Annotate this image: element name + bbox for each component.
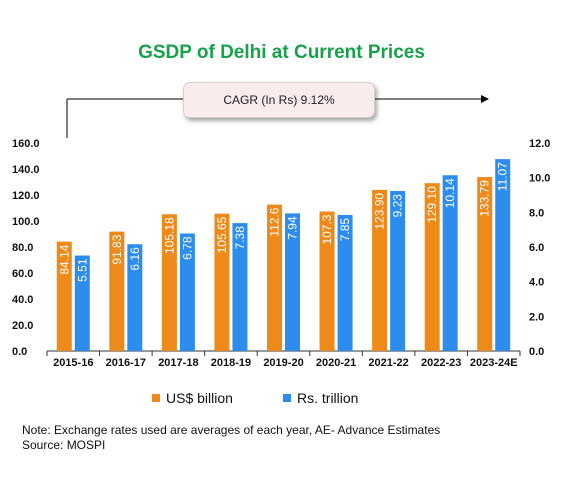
- note-text: Note: Exchange rates used are averages o…: [22, 423, 441, 437]
- usd-bar: [56, 241, 72, 351]
- source-text: Source: MOSPI: [22, 438, 106, 452]
- usd-bar: [424, 183, 440, 351]
- x-category-label: 2021-22: [368, 357, 408, 369]
- legend-label-usd: US$ billion: [166, 390, 233, 406]
- usd-bar: [161, 214, 177, 351]
- rs-bar: [285, 213, 300, 351]
- y-right-tick-label: 0.0: [529, 346, 544, 358]
- rs-bar: [442, 175, 458, 351]
- y-left-tick-label: 80.0: [12, 242, 33, 254]
- y-right-tick-label: 10.0: [529, 173, 550, 185]
- x-category-label: 2022-23: [421, 357, 461, 369]
- x-category-label: 2023-24E: [470, 357, 518, 369]
- usd-bar: [267, 204, 282, 351]
- y-right-tick-label: 6.0: [529, 242, 544, 254]
- usd-value-label: 129.10: [425, 186, 439, 223]
- cagr-callout: CAGR (In Rs) 9.12%: [183, 82, 375, 118]
- y-right-tick-label: 4.0: [529, 277, 544, 289]
- usd-value-label: 105.65: [215, 216, 229, 253]
- y-left-tick-label: 60.0: [12, 268, 33, 280]
- rs-bar: [179, 233, 195, 351]
- usd-bar: [372, 189, 388, 351]
- rs-bar: [390, 191, 406, 351]
- rs-value-label: 7.38: [233, 226, 247, 250]
- y-left-tick-label: 120.0: [12, 190, 40, 202]
- usd-value-label: 105.18: [162, 217, 176, 254]
- usd-swatch: [152, 394, 160, 402]
- x-category-label: 2016-17: [106, 357, 146, 369]
- x-category-label: 2018-19: [211, 357, 251, 369]
- rs-value-label: 11.07: [496, 162, 510, 191]
- usd-value-label: 91.83: [110, 234, 124, 264]
- y-right-tick-label: 8.0: [529, 207, 544, 219]
- usd-bar: [214, 213, 230, 351]
- usd-value-label: 123.90: [373, 193, 387, 230]
- legend-label-rs: Rs. trillion: [297, 390, 359, 406]
- usd-value-label: 84.14: [57, 244, 71, 274]
- rs-bar: [495, 159, 511, 351]
- x-category-label: 2020-21: [316, 357, 356, 369]
- usd-bar: [109, 231, 125, 351]
- y-left-tick-label: 0.0: [12, 346, 27, 358]
- rs-bar: [337, 214, 353, 351]
- rs-bar: [74, 255, 90, 351]
- legend-item-rs: Rs. trillion: [283, 390, 358, 406]
- legend-item-usd: US$ billion: [152, 390, 233, 406]
- y-left-tick-label: 160.0: [12, 138, 40, 150]
- rs-value-label: 9.23: [391, 194, 405, 218]
- usd-bar: [477, 177, 493, 351]
- usd-value-label: 133.79: [478, 180, 492, 217]
- rs-value-label: 6.16: [128, 247, 142, 271]
- x-category-label: 2015-16: [53, 357, 93, 369]
- x-category-label: 2019-20: [263, 357, 303, 369]
- rs-value-label: 5.51: [75, 258, 89, 282]
- rs-bar: [232, 223, 248, 351]
- usd-value-label: 112.6: [268, 207, 282, 236]
- rs-value-label: 10.14: [443, 178, 457, 208]
- rs-swatch: [283, 394, 291, 402]
- rs-value-label: 7.94: [286, 216, 300, 240]
- y-left-tick-label: 40.0: [12, 294, 33, 306]
- x-category-label: 2017-18: [158, 357, 198, 369]
- y-left-tick-label: 20.0: [12, 320, 33, 332]
- usd-bar: [319, 211, 335, 351]
- y-left-tick-label: 140.0: [12, 164, 40, 176]
- footnote: Note: Exchange rates used are averages o…: [22, 423, 440, 453]
- chart-title: GSDP of Delhi at Current Prices: [138, 42, 425, 63]
- y-right-tick-label: 12.0: [529, 138, 550, 150]
- y-right-tick-label: 2.0: [529, 311, 544, 323]
- y-left-tick-label: 100.0: [12, 216, 40, 228]
- rs-value-label: 7.85: [338, 218, 352, 242]
- usd-value-label: 107.3: [320, 214, 334, 244]
- rs-bar: [127, 244, 143, 351]
- rs-value-label: 6.78: [180, 236, 194, 260]
